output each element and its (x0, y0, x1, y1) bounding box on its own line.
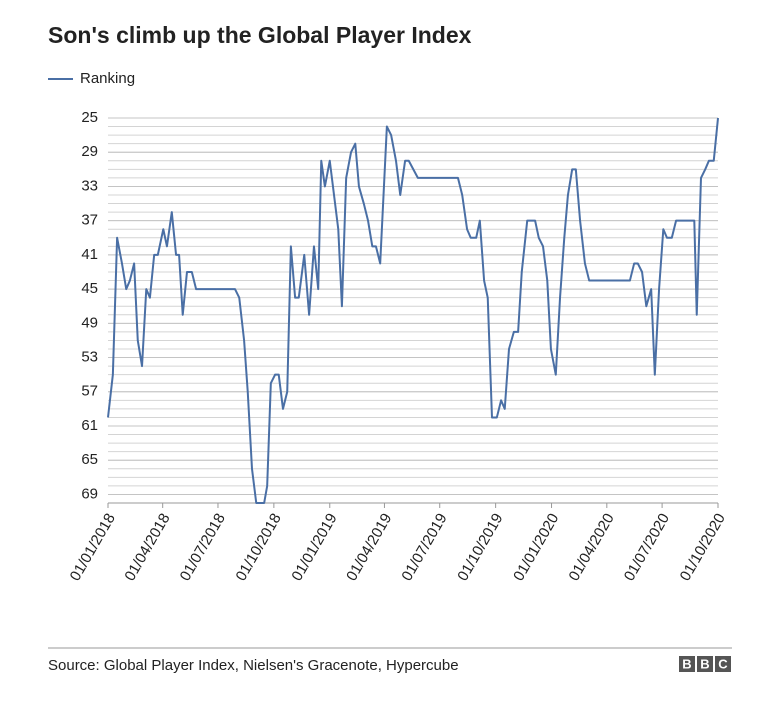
logo-letter: B (700, 656, 709, 671)
y-tick-label: 69 (81, 485, 98, 502)
y-tick-label: 53 (81, 349, 98, 366)
x-tick-label: 01/10/2018 (233, 510, 285, 584)
chart-title: Son's climb up the Global Player Index (48, 22, 472, 48)
x-tick-label: 01/01/2020 (510, 510, 562, 584)
ranking-line (107, 117, 719, 504)
logo-box (715, 656, 731, 672)
x-tick-label: 01/04/2018 (121, 510, 173, 584)
x-tick-label: 01/01/2018 (67, 510, 119, 584)
x-tick-label: 01/01/2019 (288, 510, 340, 584)
x-tick-label: 01/07/2019 (398, 510, 450, 584)
x-tick-label: 01/07/2020 (621, 510, 673, 584)
y-tick-label: 57 (81, 383, 98, 400)
x-tick-label: 01/10/2020 (677, 510, 729, 584)
y-tick-label: 45 (81, 280, 98, 297)
logo-letter: C (718, 656, 728, 671)
y-tick-label: 49 (81, 314, 98, 331)
x-tick-label: 01/10/2019 (454, 510, 506, 584)
x-tick-label: 01/04/2020 (565, 510, 617, 584)
x-tick-label: 01/04/2019 (343, 510, 395, 584)
y-tick-label: 37 (81, 212, 98, 229)
y-tick-label: 29 (81, 143, 98, 160)
y-tick-label: 65 (81, 451, 98, 468)
y-tick-label: 33 (81, 177, 98, 194)
x-tick-label: 01/07/2018 (177, 510, 229, 584)
logo-box (697, 656, 713, 672)
logo-letter: B (682, 656, 691, 671)
y-tick-label: 61 (81, 417, 98, 434)
source: Source: Global Player Index, Nielsen's G… (48, 657, 459, 674)
legend-label: Ranking (80, 70, 135, 87)
y-tick-label: 25 (81, 109, 98, 126)
y-tick-label: 41 (81, 246, 98, 263)
logo-box (679, 656, 695, 672)
